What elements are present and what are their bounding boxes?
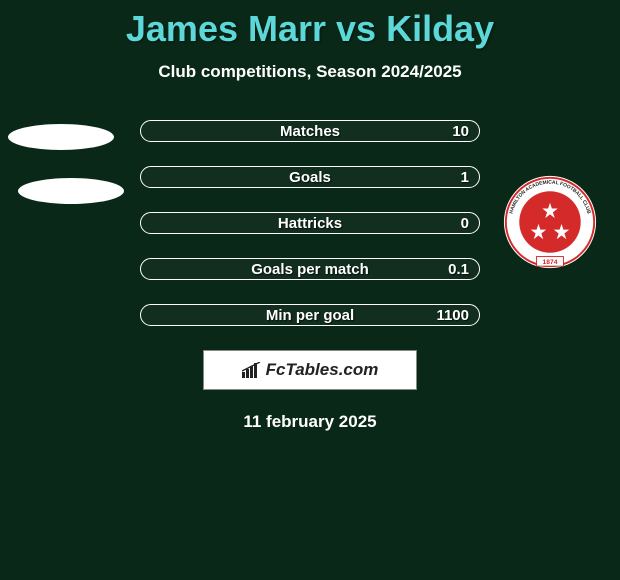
stat-pill: Matches 10 — [140, 120, 480, 142]
bars-icon — [242, 362, 262, 378]
stat-value-right: 1100 — [436, 307, 469, 324]
stat-label: Goals — [289, 169, 331, 186]
stat-row-mpg: Min per goal 1100 — [0, 304, 620, 326]
stat-pill: Min per goal 1100 — [140, 304, 480, 326]
stat-value-right: 1 — [461, 169, 469, 186]
stat-value-right: 0.1 — [448, 261, 469, 278]
stat-value-right: 0 — [461, 215, 469, 232]
crest-year: 1874 — [543, 259, 558, 266]
brand-box[interactable]: FcTables.com — [203, 350, 417, 390]
date-label: 11 february 2025 — [0, 412, 620, 432]
stat-pill: Goals per match 0.1 — [140, 258, 480, 280]
stat-label: Matches — [280, 123, 340, 140]
stat-pill: Hattricks 0 — [140, 212, 480, 234]
page-subtitle: Club competitions, Season 2024/2025 — [0, 62, 620, 82]
left-ellipse-2 — [18, 178, 124, 204]
brand-label: FcTables.com — [242, 360, 379, 380]
stat-pill: Goals 1 — [140, 166, 480, 188]
stat-label: Hattricks — [278, 215, 342, 232]
page-title: James Marr vs Kilday — [0, 0, 620, 50]
brand-name: FcTables.com — [266, 360, 379, 380]
club-crest-icon: HAMILTON ACADEMICAL FOOTBALL CLUB 1874 — [502, 174, 598, 270]
left-ellipse-1 — [8, 124, 114, 150]
stat-label: Goals per match — [251, 261, 369, 278]
stat-label: Min per goal — [266, 307, 354, 324]
stat-value-right: 10 — [452, 123, 469, 140]
